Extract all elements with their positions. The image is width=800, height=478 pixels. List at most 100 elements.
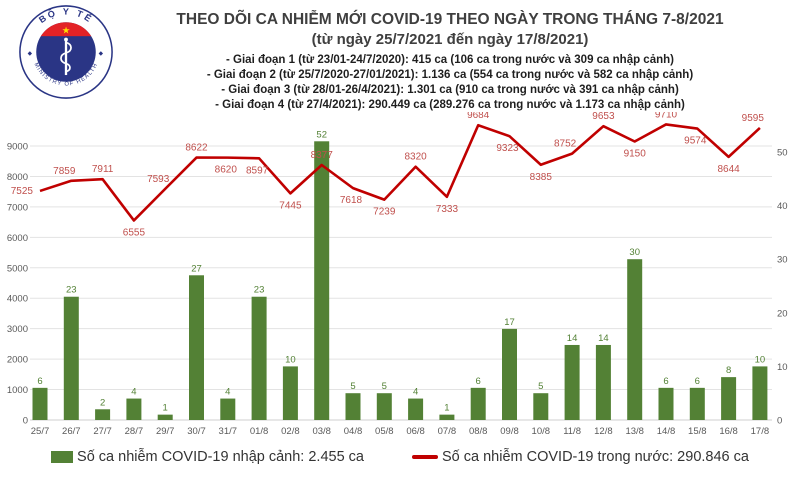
- bar-imported-cases: [345, 393, 361, 420]
- legend-item-imported: Số ca nhiễm COVID-19 nhập cảnh: 2.455 ca: [51, 449, 364, 465]
- left-axis-tick-label: 1000: [7, 385, 28, 396]
- line-value-label: 7618: [340, 195, 363, 206]
- bar-imported-cases: [282, 366, 298, 420]
- bar-imported-cases: [314, 141, 330, 420]
- x-axis-date-label: 09/8: [500, 426, 519, 437]
- line-value-label: 9684: [467, 112, 490, 121]
- bar-imported-cases: [502, 328, 517, 420]
- x-axis-date-label: 27/7: [93, 426, 112, 437]
- legend-item-domestic: Số ca nhiễm COVID-19 trong nước: 290.846…: [411, 449, 749, 465]
- bar-value-label: 14: [567, 333, 578, 344]
- x-axis-date-label: 08/8: [469, 426, 488, 437]
- covid-combo-chart: 0100020003000400050006000700080009000010…: [7, 109, 788, 437]
- bar-imported-cases: [627, 259, 643, 420]
- bar-value-label: 14: [598, 333, 609, 344]
- bar-imported-cases: [189, 275, 204, 420]
- x-axis-date-label: 13/8: [625, 426, 644, 437]
- bar-value-label: 30: [629, 247, 640, 258]
- line-value-label: 8622: [185, 143, 208, 154]
- bar-value-label: 2: [100, 397, 105, 408]
- x-axis-date-label: 02/8: [281, 426, 300, 437]
- x-axis-date-label: 01/8: [250, 426, 269, 437]
- line-value-label: 9653: [592, 112, 615, 122]
- phase-3-summary: - Giai đoạn 3 (từ 28/01-26/4/2021): 1.30…: [221, 84, 679, 96]
- line-value-label: 9323: [496, 143, 519, 154]
- bar-imported-cases: [533, 393, 549, 420]
- bar-imported-cases: [408, 398, 424, 420]
- bar-imported-cases: [564, 344, 580, 420]
- line-value-label: 7445: [279, 200, 302, 211]
- x-axis-date-label: 30/7: [187, 426, 206, 437]
- x-axis-date-label: 10/8: [532, 426, 551, 437]
- line-value-label: 7239: [373, 207, 396, 218]
- bar-value-label: 4: [413, 387, 418, 398]
- phase-summary-list: - Giai đoạn 1 (từ 23/01-24/7/2020): 415 …: [110, 53, 790, 113]
- legend-bar-swatch-icon: [51, 451, 74, 463]
- x-axis-date-label: 29/7: [156, 426, 175, 437]
- bar-value-label: 1: [163, 403, 168, 414]
- right-axis-tick-label: 40: [777, 201, 788, 212]
- x-axis-date-label: 04/8: [344, 426, 363, 437]
- x-axis-date-label: 16/8: [719, 426, 738, 437]
- bar-value-label: 23: [254, 285, 265, 296]
- bar-value-label: 5: [538, 381, 543, 392]
- x-axis-date-label: 26/7: [62, 426, 81, 437]
- logo-left-diamond-icon: ◆: [28, 51, 33, 57]
- line-value-label: 8752: [554, 139, 577, 150]
- bar-imported-cases: [376, 393, 392, 420]
- line-value-label: 7593: [147, 174, 170, 185]
- bar-value-label: 6: [37, 376, 42, 387]
- line-value-label: 9710: [655, 112, 678, 120]
- line-domestic-cases: [39, 123, 761, 222]
- bar-value-label: 1: [444, 403, 449, 414]
- right-axis-tick-label: 20: [777, 308, 788, 319]
- bar-value-label: 52: [316, 129, 327, 140]
- page-title: THEO DÕI CA NHIỄM MỚI COVID-19 THEO NGÀY…: [176, 11, 724, 28]
- left-axis-tick-label: 7000: [7, 202, 28, 213]
- left-axis-tick-label: 5000: [7, 263, 28, 274]
- line-value-label: 9150: [624, 148, 647, 159]
- x-axis-date-label: 17/8: [751, 426, 770, 437]
- right-axis-tick-label: 0: [777, 416, 782, 427]
- bar-imported-cases: [439, 414, 455, 420]
- line-value-label: 8385: [530, 172, 553, 183]
- left-axis-tick-label: 4000: [7, 294, 28, 305]
- bar-value-label: 6: [663, 376, 668, 387]
- bar-imported-cases: [251, 296, 267, 420]
- phase-4-summary: - Giai đoạn 4 (từ 27/4/2021): 290.449 ca…: [215, 99, 685, 111]
- x-axis-date-label: 06/8: [406, 426, 425, 437]
- line-value-label: 8320: [404, 152, 427, 163]
- bar-imported-cases: [32, 387, 48, 420]
- right-axis-tick-label: 10: [777, 362, 788, 373]
- page-subtitle: (từ ngày 25/7/2021 đến ngày 17/8/2021): [311, 31, 589, 48]
- line-value-label: 6555: [123, 227, 146, 238]
- left-axis-tick-label: 6000: [7, 233, 28, 244]
- bar-imported-cases: [470, 387, 486, 420]
- bar-value-label: 17: [504, 317, 515, 328]
- x-axis-date-label: 07/8: [438, 426, 457, 437]
- chart-area: 0 1000 2000 3000 4000 5000 6000 7000 8000 9000 0 10…: [0, 109, 800, 448]
- line-value-label: 7911: [92, 164, 114, 175]
- phase-1-summary: - Giai đoạn 1 (từ 23/01-24/7/2020): 415 …: [226, 54, 674, 66]
- phase-2-summary: - Giai đoạn 2 (từ 25/7/2020-27/01/2021):…: [206, 69, 694, 81]
- bar-value-label: 4: [225, 387, 230, 398]
- left-axis-tick-label: 9000: [7, 142, 28, 153]
- x-axis-date-label: 03/8: [312, 426, 331, 437]
- right-axis-tick-label: 30: [777, 255, 788, 266]
- line-value-label: 8644: [717, 164, 740, 175]
- bar-value-label: 6: [695, 376, 700, 387]
- logo-caduceus-icon: [60, 37, 72, 76]
- x-axis-date-label: 14/8: [657, 426, 676, 437]
- legend-imported-label: Số ca nhiễm COVID-19 nhập cảnh: 2.455 ca: [77, 449, 364, 465]
- ministry-of-health-logo: ★ BỘ Y TẾ MINISTRY OF HEALTH ◆ ◆: [19, 5, 113, 99]
- x-axis-date-label: 25/7: [31, 426, 50, 437]
- x-axis-date-label: 15/8: [688, 426, 707, 437]
- bar-value-label: 10: [755, 354, 766, 365]
- left-axis-tick-label: 2000: [7, 355, 28, 366]
- line-value-label: 7333: [436, 204, 459, 215]
- bar-imported-cases: [126, 398, 142, 420]
- bar-value-label: 8: [726, 365, 731, 376]
- bar-imported-cases: [95, 409, 111, 420]
- x-axis-date-label: 31/7: [219, 426, 238, 437]
